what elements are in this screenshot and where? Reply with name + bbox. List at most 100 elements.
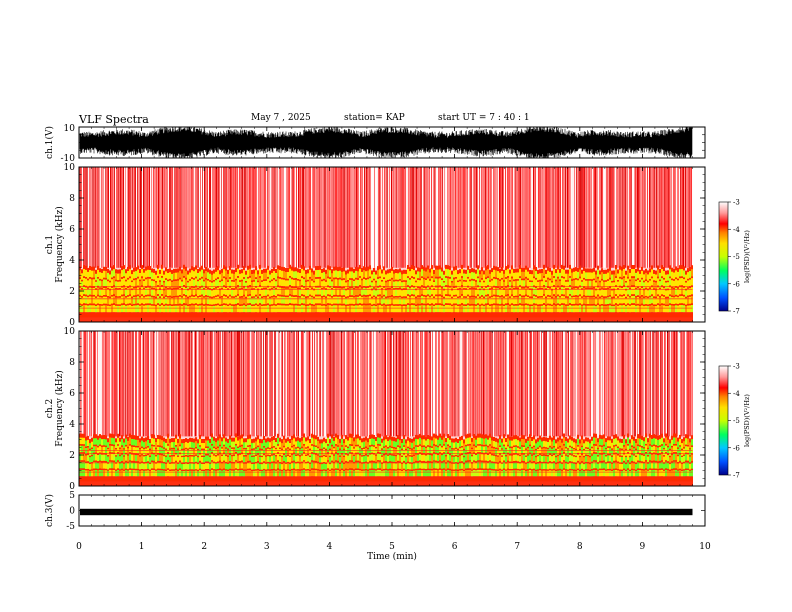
spectrogram-band-cell [615,446,617,453]
spectrogram-band-cell [613,454,615,461]
spectrogram-band-cell [83,453,85,461]
spectrogram-column [426,167,427,268]
spectrogram-band-cell [525,305,527,313]
spectrogram-band-cell [665,290,667,297]
spectrogram-column [629,331,630,437]
spectrogram-band-cell [369,470,371,477]
spectrogram-band-cell [407,269,409,277]
spectrogram-column [611,331,612,437]
spectrogram-band-cell [461,470,463,477]
spectrogram-band-cell [185,279,187,287]
spectrogram-band-cell [535,457,537,463]
spectrogram-band-cell [293,271,295,279]
spectrogram-band-cell [199,271,201,279]
spectrogram-band-cell [365,288,367,296]
spectrogram-column [261,331,262,437]
spectrogram-band-cell [689,305,691,313]
spectrogram-band-cell [281,296,283,304]
spectrogram-column [397,167,398,268]
spectrogram-band-cell [685,470,687,477]
spectrogram-band-cell [361,297,363,304]
spectrogram-band-cell [691,287,693,295]
spectrogram-band-cell [483,290,485,297]
spectrogram-band-cell [233,470,235,477]
spectrogram-column [187,167,188,268]
spectrogram-band-cell [665,453,667,461]
spectrogram-band-cell [549,462,551,469]
spectrogram-band-cell [575,457,577,463]
spectrogram-column [588,331,589,437]
spectrogram-band-cell [599,282,601,289]
spectrogram-band-cell [329,287,331,295]
spectrogram-band-cell [129,269,131,277]
spectrogram-band-cell [323,280,325,288]
spectrogram-band-cell [535,305,537,313]
spectrogram-band-cell [225,448,227,455]
spectrogram-column [204,331,205,437]
spectrogram-band-cell [357,271,359,279]
spectrogram-column [439,167,440,268]
spectrogram-band-cell [445,449,447,455]
spectrogram-band-cell [543,470,545,477]
spectrogram-band-cell [377,270,379,278]
spectrogram-column [361,331,362,437]
spectrogram-column [250,331,251,437]
spectrogram-column [239,167,240,268]
spectrogram-column [228,167,229,268]
spectrogram-column [191,331,192,437]
spectrogram-band-cell [389,470,391,477]
spectrogram-band-cell [529,274,531,281]
spectrogram-band-cell [131,439,133,446]
spectrogram-band-cell [391,470,393,477]
spectrogram-band-cell [181,289,183,297]
spectrogram-band-cell [335,296,337,304]
spectrogram-column [263,167,264,268]
spectrogram-band-cell [215,470,217,477]
spectrogram-band-cell [509,463,511,469]
spectrogram-column [169,331,170,437]
spectrogram-column [522,331,523,437]
spectrogram-band-cell [235,437,237,444]
spectrogram-band-cell [317,305,319,313]
spectrogram-column [358,167,359,268]
spectrogram-band-cell [669,296,671,304]
spectrogram-column [205,167,206,268]
spectrogram-band-cell [341,446,343,453]
spectrogram-band-cell [269,442,271,448]
spectrogram-column [322,167,323,268]
spectrogram-column [289,331,290,437]
spectrogram-band-cell [633,440,635,447]
spectrogram-band-cell [177,463,179,470]
spectrogram-column [593,167,594,268]
spectrogram-band-cell [645,272,647,280]
spectrogram-band-cell [291,296,293,304]
spectrogram-band-cell [485,462,487,469]
spectrogram-band-cell [683,448,685,455]
spectrogram-column [370,167,371,268]
spectrogram-band-cell [101,272,103,280]
spectrogram-band-cell [555,273,557,280]
spectrogram-band-cell [451,306,453,313]
spectrogram-band-cell [689,296,691,304]
spectrogram-column [273,331,274,437]
date-label: May 7 , 2025 [251,113,311,123]
spectrogram-band-cell [361,305,363,313]
spectrogram-band-cell [485,438,487,445]
spectrogram-band-cell [89,443,91,449]
spectrogram-band-cell [223,462,225,469]
spectrogram-column [172,331,173,437]
spectrogram-band-cell [431,455,433,462]
spectrogram-band-cell [299,449,301,455]
spectrogram-band-cell [341,297,343,304]
spectrogram-column [314,331,315,437]
spectrogram-band-cell [661,461,663,469]
spectrogram-band-cell [317,463,319,470]
spectrogram-band-cell [373,305,375,313]
spectrogram-band-cell [455,269,457,277]
spectrogram-band-cell [205,271,207,278]
spectrogram-column [679,331,680,437]
spectrogram-band-cell [93,270,95,278]
spectrogram-band-cell [447,296,449,304]
spectrogram-column [515,167,516,268]
spectrogram-column [634,331,635,437]
